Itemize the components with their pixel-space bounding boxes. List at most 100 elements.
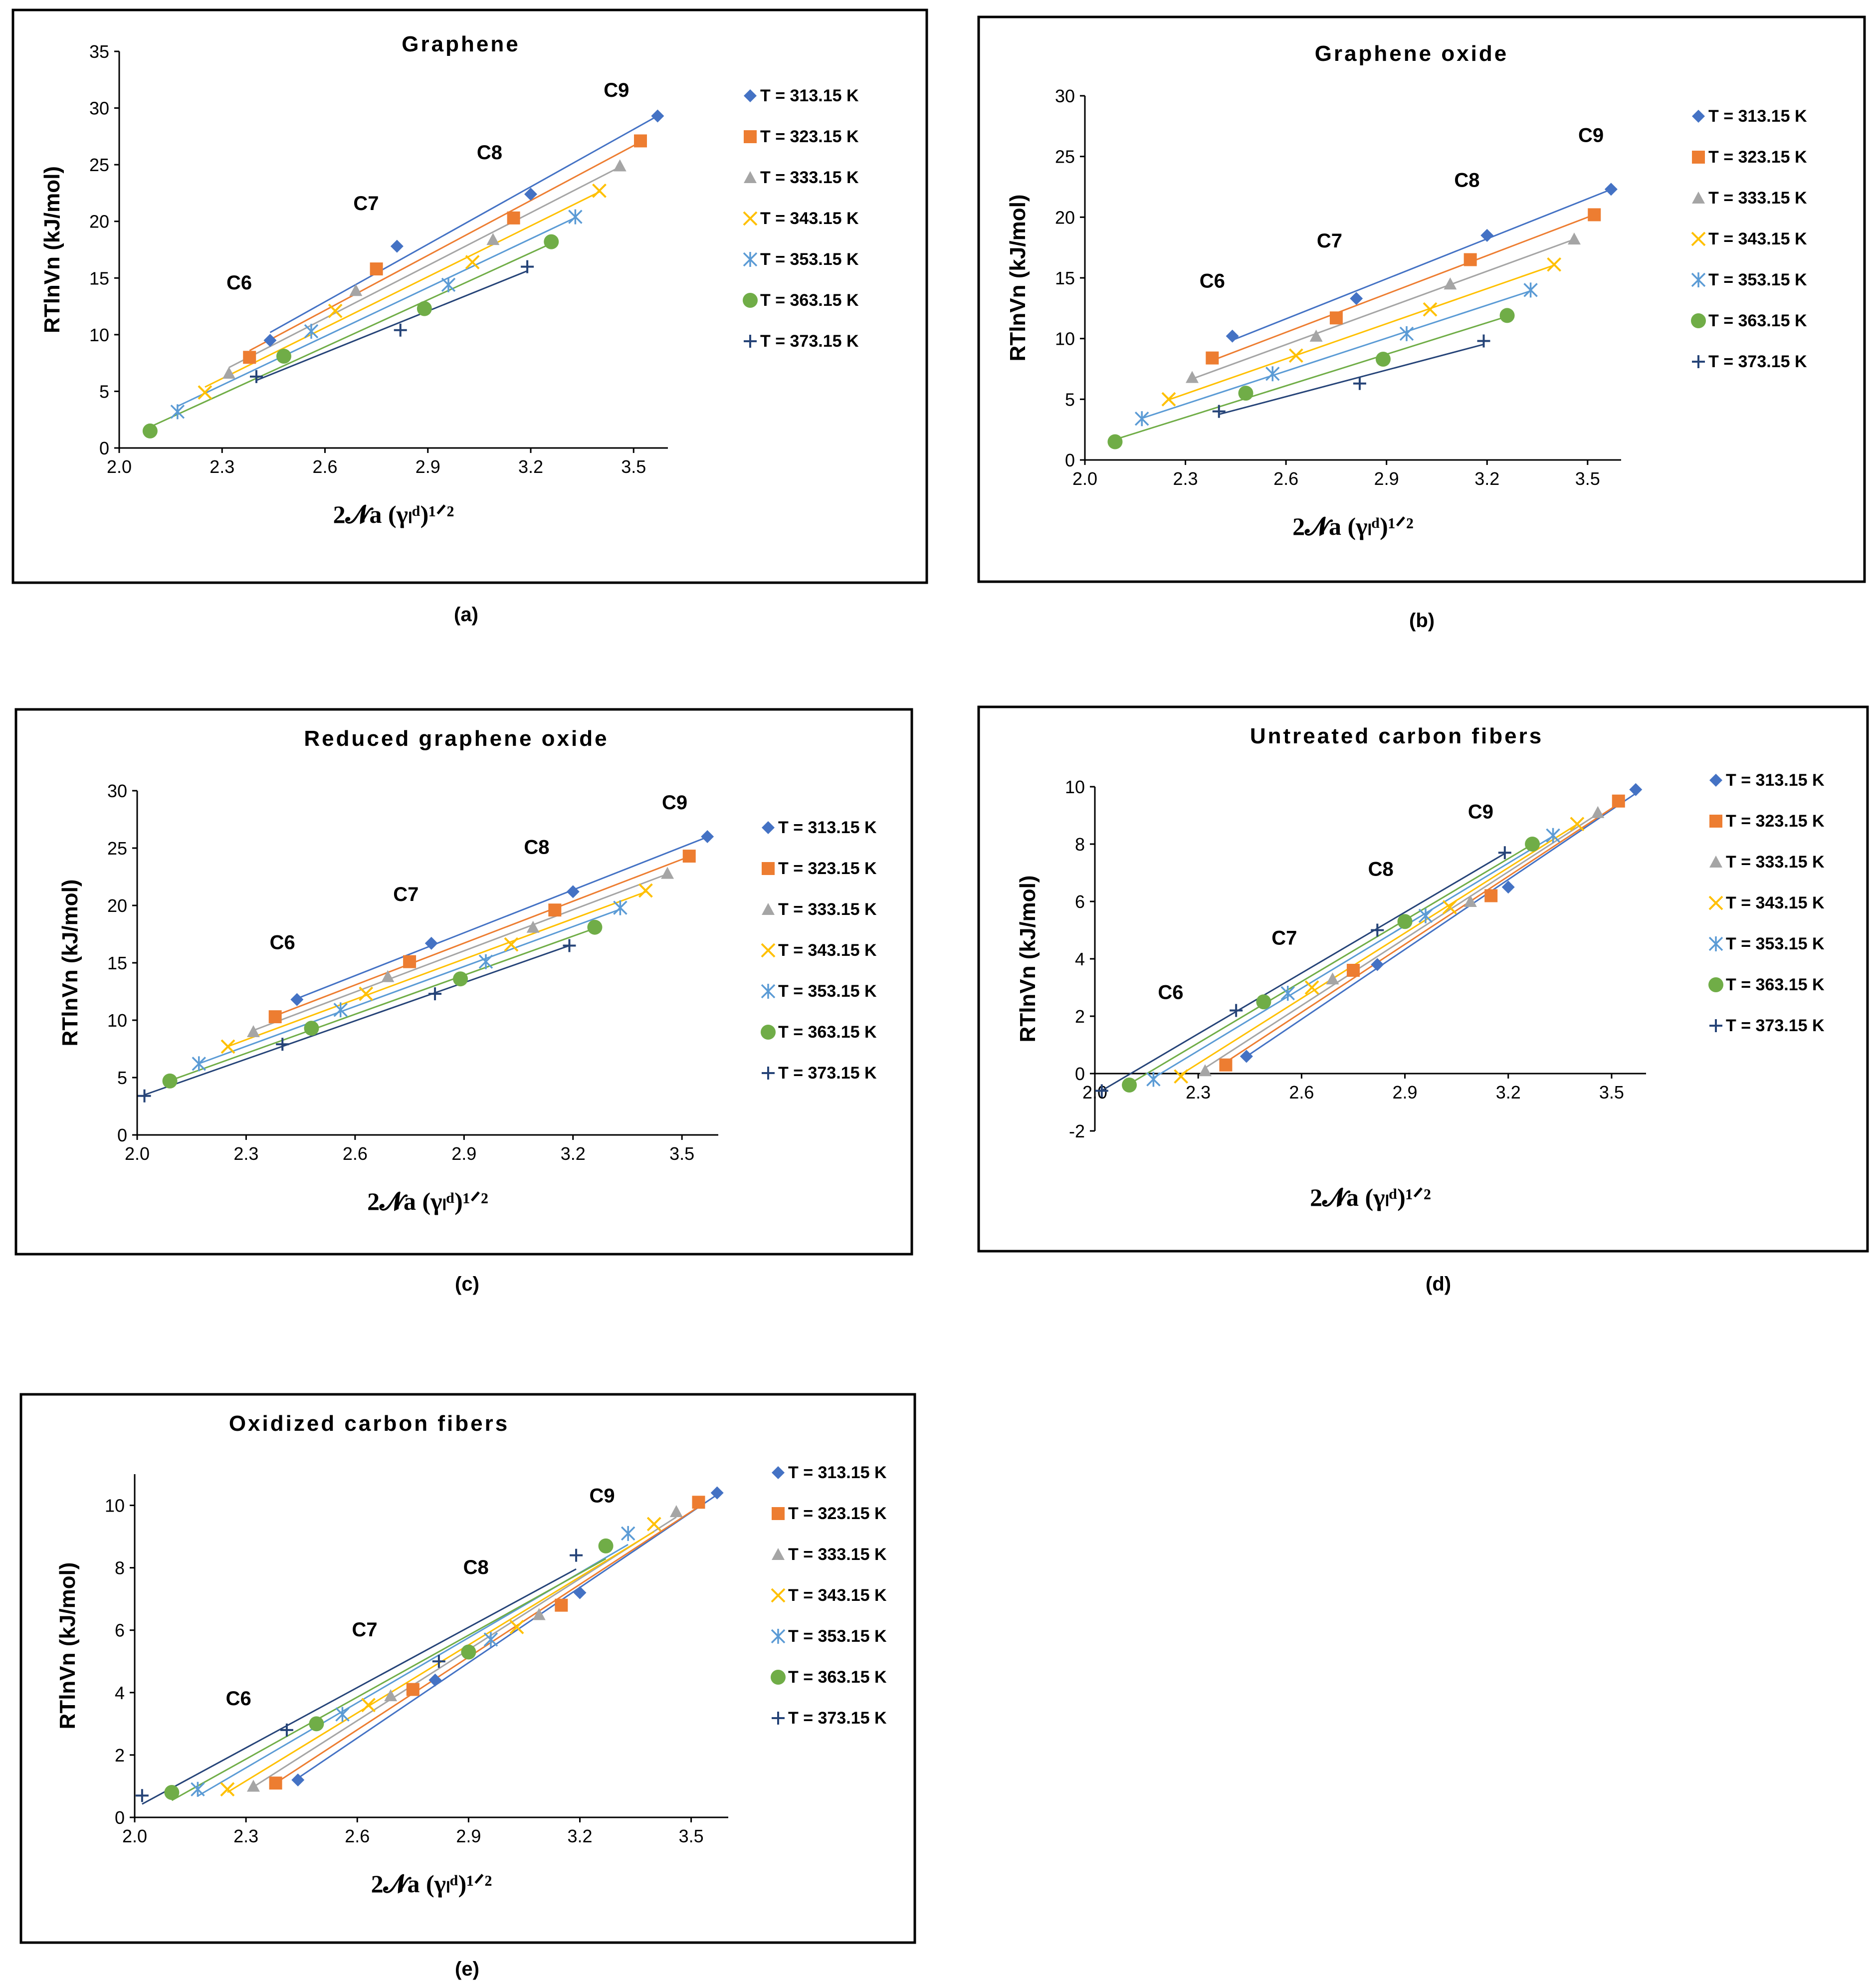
legend-label: T = 313.15 K [778,818,877,837]
data-point [532,1608,546,1620]
chart-svg-c: Reduced graphene oxide 0 5 10 15 20 25 30 2.0 2.3… [14,708,913,1256]
series-group [1174,817,1585,1084]
series-group [1226,183,1618,343]
y-tick-label: 20 [1055,207,1075,227]
carbon-label: C7 [352,1619,378,1641]
legend-marker [744,89,757,102]
data-point [548,903,562,917]
y-tick-label: 10 [105,1496,125,1516]
carbon-label: C8 [524,837,549,859]
legend-label: T = 333.15 K [760,168,859,187]
data-point [1326,972,1339,985]
data-point [424,936,438,950]
data-point [1444,277,1457,290]
legend-marker [1709,1019,1722,1032]
chart-panel-b: Graphene oxide 0 5 10 15 20 25 30 2.0 2.3 2.6 2.9 3.… [977,15,1866,583]
series-group [1219,794,1625,1072]
data-point [280,1723,293,1737]
data-point [164,1784,180,1800]
data-point [1309,329,1323,342]
data-point [328,303,343,318]
chart-panel-e: Oxidized carbon fibers 0 2 4 6 8 10 2.0 2.3 2.6 2.… [19,1393,916,1944]
data-point [1612,794,1625,808]
data-point [1206,351,1219,365]
data-point [710,1486,724,1500]
data-point [570,1548,583,1562]
data-point [1238,386,1253,401]
data-point [598,1538,614,1553]
trend-line [1219,343,1484,416]
series-group [1199,806,1605,1077]
y-tick-label: 25 [107,838,127,859]
legend-label: T = 323.15 K [1708,148,1807,167]
legend-label: T = 363.15 K [788,1668,887,1687]
data-point [335,1707,350,1722]
trend-line [1153,835,1554,1079]
data-point [661,867,674,879]
legend-marker [772,1507,785,1520]
carbon-label: C6 [1158,982,1183,1004]
data-point [486,233,500,245]
legend-entry: T = 353.15 K [1691,270,1807,289]
legend-entry: T = 343.15 K [771,1586,887,1605]
x-tick-label: 2.3 [1186,1082,1211,1103]
legend-marker [771,1670,786,1685]
data-point [290,993,304,1006]
data-point [269,1776,282,1790]
trend-line [275,1506,699,1784]
y-tick-label: 30 [107,781,127,801]
data-point [1219,1058,1233,1072]
data-point [1288,348,1303,363]
trend-line [1129,844,1533,1085]
legend-marker [744,335,757,348]
carbon-label: C6 [226,1688,251,1710]
legend-marker [1709,856,1722,868]
data-point [406,1683,419,1696]
trend-line [249,141,641,352]
legend-marker [762,903,775,915]
caption-d: (d) [1426,1273,1452,1295]
y-axis-label: RTlnVn (kJ/mol) [55,1562,80,1730]
carbon-label: C9 [1578,124,1604,146]
data-point [1546,828,1560,843]
legend-entry: T = 363.15 K [761,1023,877,1042]
data-point [361,1698,376,1713]
data-point [1226,329,1239,343]
data-point [701,830,714,843]
data-point [1265,366,1280,382]
data-point [669,1505,683,1518]
legend-entry: T = 323.15 K [1709,812,1825,831]
data-point [621,1526,635,1541]
carbon-label: C8 [477,142,502,164]
data-point [247,1025,260,1038]
data-point [1146,1072,1161,1087]
trend-line [199,908,621,1065]
data-point [1423,302,1438,317]
x-tick-label: 3.5 [1575,468,1600,489]
data-point [1523,282,1538,298]
chart-title: Reduced graphene oxide [304,726,609,751]
legend-marker [772,1548,785,1560]
data-point [563,939,576,952]
series-group [1095,846,1511,1098]
legend-entry: T = 343.15 K [743,209,859,228]
data-point [651,109,664,123]
data-point [268,1010,282,1024]
trend-line [1232,189,1612,341]
legend-label: T = 313.15 K [760,86,859,105]
legend-marker [1691,272,1706,287]
legend-marker [771,1629,786,1644]
data-point [192,1056,207,1072]
y-tick-label: 0 [1075,1064,1085,1084]
data-point [291,1773,305,1786]
data-point [1350,292,1363,305]
chart-frame [11,8,928,584]
data-point [1353,377,1366,390]
data-point [394,323,407,337]
data-point [381,970,395,982]
series-group [1134,282,1538,427]
series-group [247,867,674,1038]
trend-line [1212,214,1595,361]
data-point [1186,371,1199,383]
trend-line [297,1494,718,1779]
